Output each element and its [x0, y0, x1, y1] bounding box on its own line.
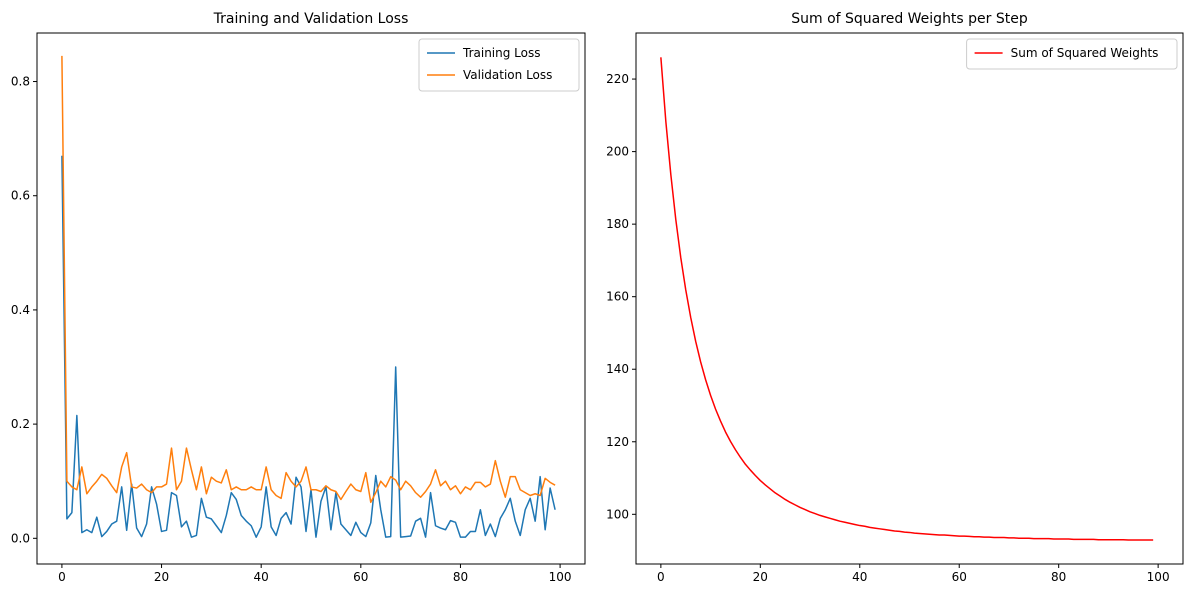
x-tick-label: 0	[657, 570, 665, 584]
y-tick-label: 120	[606, 435, 629, 449]
x-tick-label: 20	[753, 570, 768, 584]
x-tick-label: 40	[254, 570, 269, 584]
axes-frame	[36, 32, 586, 565]
legend: Training Loss Validation Loss	[418, 38, 580, 92]
chart-title: Sum of Squared Weights per Step	[791, 11, 1028, 27]
chart-2: Sum of Squared Weights per Step 0 20 40 60 80…	[606, 11, 1184, 584]
y-tick-label: 0.6	[11, 189, 30, 203]
y-tick-label: 0.8	[11, 75, 30, 89]
x-tick-label: 60	[952, 570, 967, 584]
y-tick-label: 0.4	[11, 303, 30, 317]
chart-title: Training and Validation Loss	[213, 11, 409, 27]
y-tick-label: 200	[606, 145, 629, 159]
y-tick-label: 160	[606, 290, 629, 304]
x-tick-label: 20	[154, 570, 169, 584]
x-tick-label: 60	[353, 570, 368, 584]
y-tick-label: 220	[606, 72, 629, 86]
chart-1: Training and Validation Loss 0 20 40 60 80 100…	[11, 11, 586, 584]
legend-entry-label: Validation Loss	[463, 68, 552, 82]
y-tick-label: 0.0	[11, 531, 30, 545]
legend-entry-label: Sum of Squared Weights	[1011, 46, 1159, 60]
x-tick-label: 100	[1147, 570, 1170, 584]
y-tick-label: 140	[606, 362, 629, 376]
legend: Sum of Squared Weights	[966, 38, 1178, 70]
legend-box	[966, 38, 1178, 70]
x-tick-label: 100	[549, 570, 572, 584]
series-line-validation-loss	[61, 55, 556, 504]
x-tick-label: 40	[852, 570, 867, 584]
legend-box	[418, 38, 580, 92]
x-tick-label: 0	[58, 570, 66, 584]
series-line-sum-of-squared-weights	[660, 57, 1154, 541]
series-line-training-loss	[61, 155, 556, 538]
x-tick-label: 80	[453, 570, 468, 584]
y-tick-label: 100	[606, 507, 629, 521]
legend-entry-label: Training Loss	[462, 46, 540, 60]
axes-frame	[635, 32, 1184, 565]
y-tick-label: 0.2	[11, 417, 30, 431]
x-tick-label: 80	[1051, 570, 1066, 584]
y-tick-label: 180	[606, 217, 629, 231]
